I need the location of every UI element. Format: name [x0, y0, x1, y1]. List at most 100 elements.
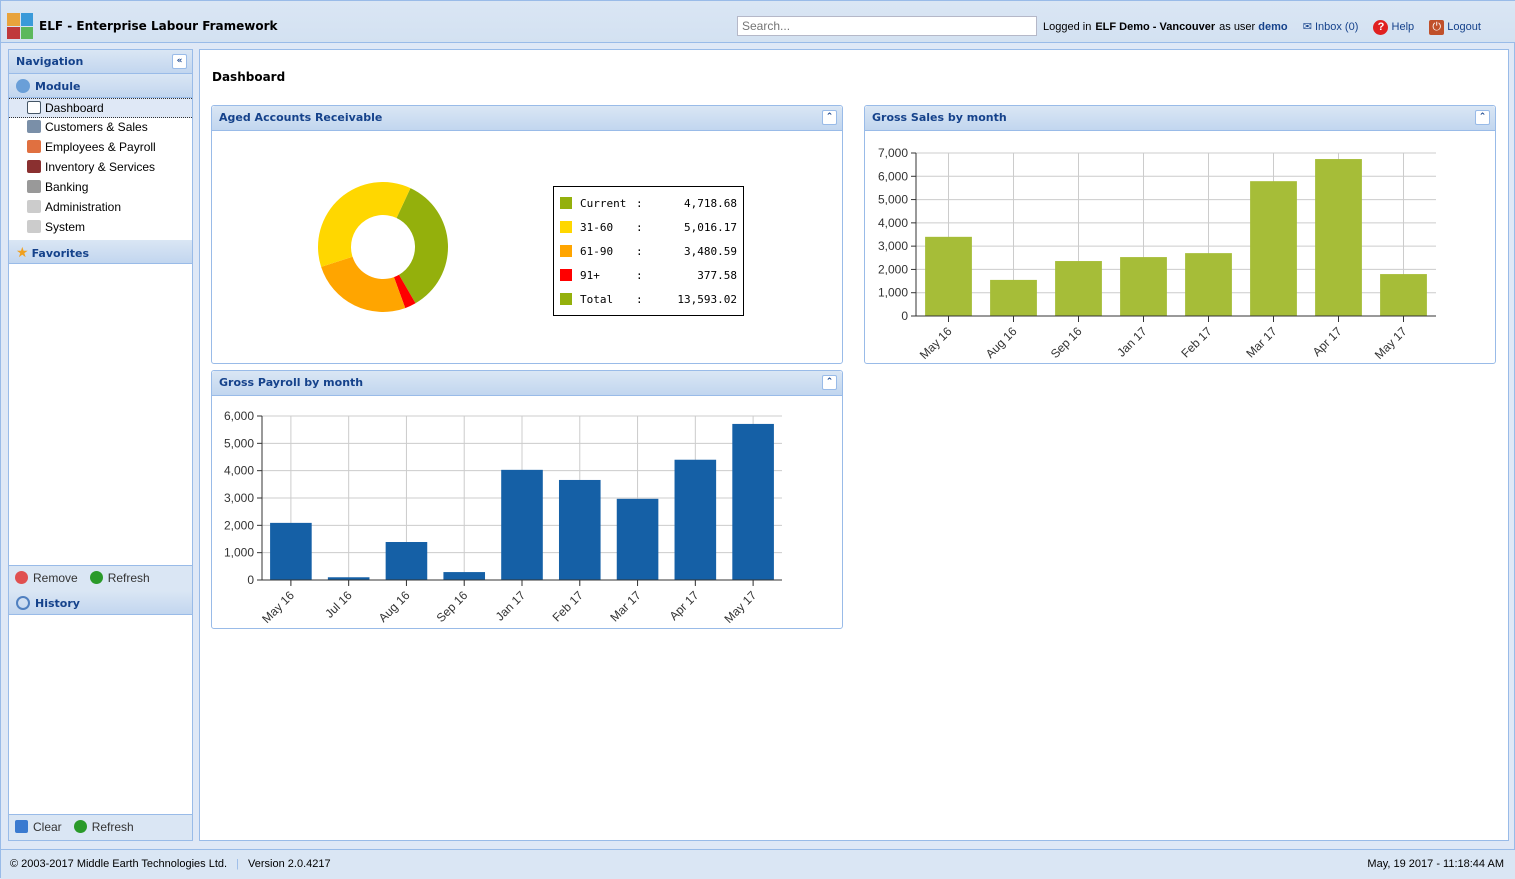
favorites-header[interactable]: ★ Favorites: [9, 240, 192, 264]
gear-icon: [16, 79, 30, 93]
bar: [925, 236, 972, 316]
y-tick-label: 1,000: [878, 286, 908, 300]
y-tick-label: 4,000: [878, 216, 908, 230]
inbox-link[interactable]: ✉ Inbox (0): [1303, 21, 1359, 33]
search-input[interactable]: [737, 16, 1037, 36]
legend-value: 13,593.02: [677, 292, 737, 306]
history-title: History: [35, 597, 80, 610]
panel-title: Aged Accounts Receivable: [219, 111, 383, 124]
sales-bar-chart: 0 1,000 2,000 3,000 4,000 5,000 6,000 7,000 May …: [878, 146, 1436, 362]
nav-item-banking[interactable]: Banking: [9, 178, 192, 198]
datetime: May, 19 2017 - 11:18:44 AM: [1367, 858, 1504, 870]
legend-swatch: [560, 269, 572, 281]
history-header[interactable]: History: [9, 591, 192, 615]
bar: [1055, 261, 1102, 316]
collapse-panel-button[interactable]: ⌃: [822, 110, 837, 125]
y-tick-label: 4,000: [224, 464, 254, 478]
nav-item-inventory-services[interactable]: Inventory & Services: [9, 158, 192, 178]
x-tick-label: May 16: [917, 324, 955, 362]
nav-item-system[interactable]: System: [9, 218, 192, 238]
bar: [732, 423, 774, 580]
legend-swatch: [560, 293, 572, 305]
y-tick-label: 3,000: [224, 491, 254, 505]
panel-header: Aged Accounts Receivable ⌃: [212, 106, 842, 131]
y-tick-label: 0: [901, 309, 908, 323]
app-header: ELF - Enterprise Labour Framework Logged…: [1, 1, 1515, 43]
customers-icon: [27, 120, 41, 133]
legend-sep: :: [636, 244, 643, 258]
aged-receivables-panel: Aged Accounts Receivable ⌃ Current: 4,718.…: [211, 105, 843, 364]
clear-button[interactable]: Clear: [15, 820, 62, 834]
collapse-sidebar-button[interactable]: «: [172, 54, 187, 69]
remove-button[interactable]: Remove: [15, 571, 78, 585]
legend-sep: :: [636, 220, 643, 234]
module-title: Module: [35, 80, 81, 93]
nav-label: Administration: [45, 200, 122, 214]
y-tick-label: 6,000: [878, 169, 908, 183]
nav-label: Dashboard: [45, 101, 104, 115]
y-tick-label: 2,000: [878, 262, 908, 276]
legend-row-61-90: 61-90: 3,480.59: [560, 239, 737, 263]
bar: [674, 459, 717, 580]
collapse-panel-button[interactable]: ⌃: [822, 375, 837, 390]
status-bar: © 2003-2017 Middle Earth Technologies Lt…: [1, 849, 1515, 879]
legend-row-91: 91+: 377.58: [560, 263, 737, 287]
x-tick-label: Aug 16: [983, 324, 1020, 361]
y-tick-label: 1,000: [224, 546, 254, 560]
dashboard-icon: [27, 101, 41, 114]
remove-label: Remove: [33, 571, 78, 585]
legend-sep: :: [636, 196, 643, 210]
bar: [443, 572, 486, 580]
collapse-panel-button[interactable]: ⌃: [1475, 110, 1490, 125]
y-tick-label: 5,000: [224, 436, 254, 450]
x-tick-label: Sep 16: [1048, 324, 1085, 361]
legend-row-current: Current: 4,718.68: [560, 191, 737, 215]
legend-label: 91+: [580, 268, 600, 282]
bar: [558, 479, 601, 580]
bar: [1315, 159, 1362, 316]
payroll-bar-chart: 0 1,000 2,000 3,000 4,000 5,000 6,000 May 16 Jul…: [224, 409, 782, 626]
bar: [501, 469, 543, 580]
elf-logo: [7, 13, 33, 39]
refresh-label: Refresh: [91, 820, 134, 834]
legend-label: 61-90: [580, 244, 614, 258]
nav-item-dashboard[interactable]: Dashboard: [9, 98, 192, 118]
legend-value: 5,016.17: [684, 220, 737, 234]
bank-icon: [27, 180, 41, 193]
bar: [1250, 181, 1297, 316]
module-tree: Dashboard Customers & Sales Employees & …: [9, 98, 192, 238]
x-tick-label: Aug 16: [376, 588, 413, 625]
logout-label: Logout: [1447, 21, 1481, 33]
refresh-favorites-button[interactable]: Refresh: [89, 571, 150, 585]
donut-chart: [318, 182, 448, 312]
x-tick-label: Mar 17: [607, 588, 644, 625]
logout-link[interactable]: ⏻ Logout: [1429, 20, 1481, 35]
nav-item-administration[interactable]: Administration: [9, 198, 192, 218]
legend-label: 31-60: [580, 220, 614, 234]
x-tick-label: Apr 17: [667, 588, 702, 623]
x-tick-label: May 17: [722, 588, 760, 626]
refresh-history-button[interactable]: Refresh: [73, 820, 134, 834]
legend-value: 377.58: [697, 268, 737, 282]
help-link[interactable]: ? Help: [1373, 20, 1415, 35]
gross-sales-panel: Gross Sales by month ⌃ 0 1,000 2,000 3,000 4,…: [864, 105, 1496, 364]
donut-slice-3160: [318, 182, 411, 267]
x-tick-label: Feb 17: [1178, 324, 1215, 361]
refresh-icon: [73, 820, 87, 833]
bar: [1185, 253, 1232, 316]
legend-sep: :: [636, 268, 643, 282]
x-tick-label: Apr 17: [1310, 324, 1345, 359]
clear-label: Clear: [33, 820, 62, 834]
y-tick-label: 6,000: [224, 409, 254, 423]
nav-item-employees-payroll[interactable]: Employees & Payroll: [9, 138, 192, 158]
module-header[interactable]: Module: [9, 74, 192, 98]
y-tick-label: 5,000: [878, 193, 908, 207]
y-tick-label: 3,000: [878, 239, 908, 253]
help-label: Help: [1391, 21, 1415, 33]
x-tick-label: Sep 16: [434, 588, 471, 625]
username-link[interactable]: demo: [1258, 21, 1288, 33]
bar: [327, 577, 370, 580]
legend-label: Current: [580, 196, 627, 210]
nav-item-customers-sales[interactable]: Customers & Sales: [9, 118, 192, 138]
legend-sep: :: [636, 292, 643, 306]
